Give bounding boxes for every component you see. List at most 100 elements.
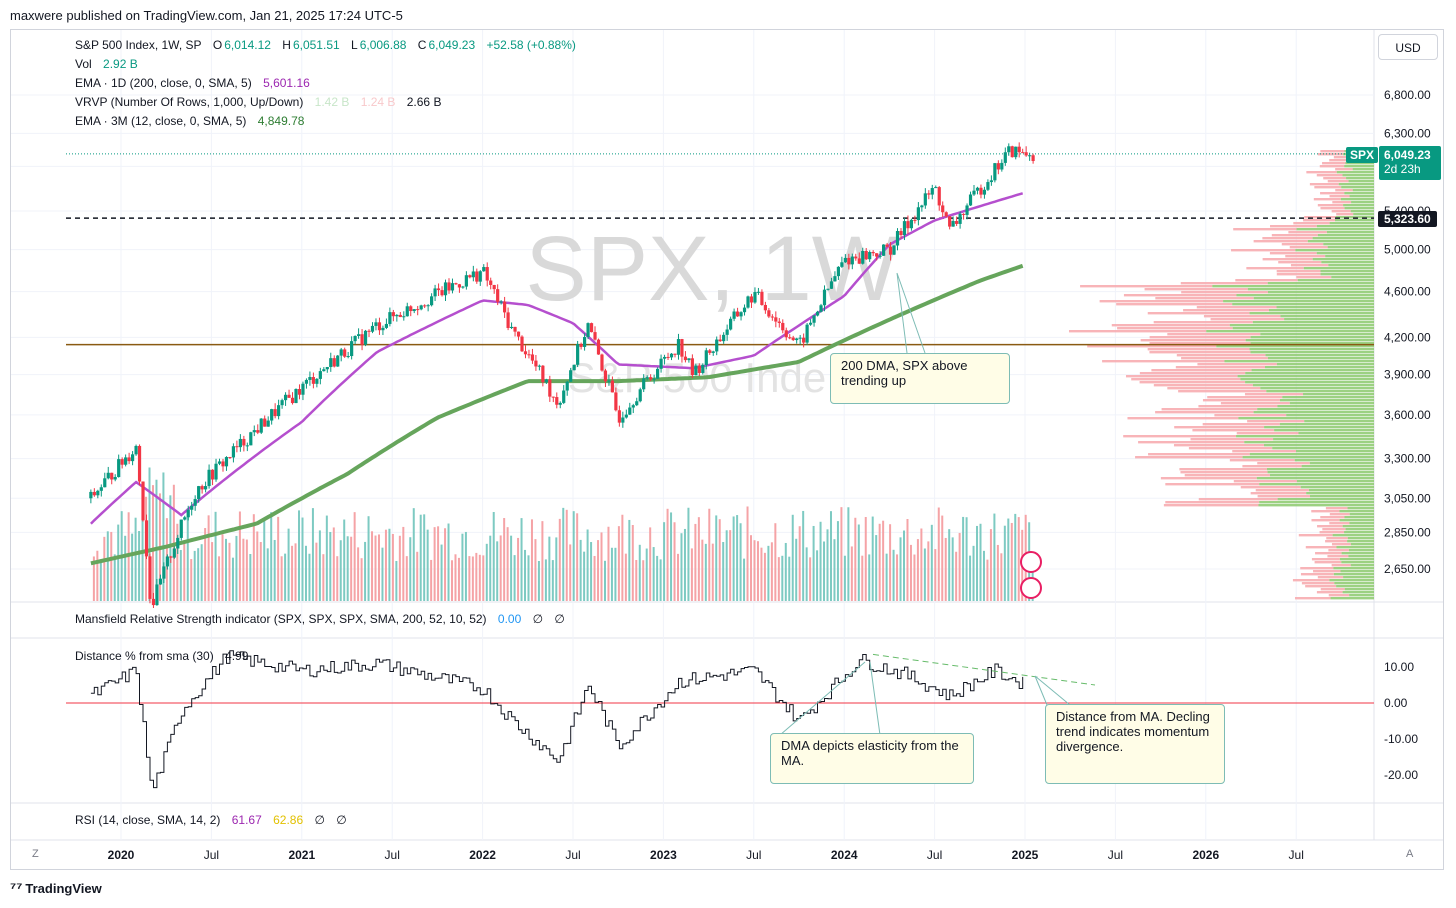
- candle-body: [283, 394, 288, 401]
- vp-bar-down: [1181, 357, 1268, 360]
- volume-bar: [169, 495, 172, 601]
- vp-bar-up: [1350, 564, 1374, 567]
- volume-bar: [635, 560, 638, 601]
- volume-bar: [937, 507, 940, 601]
- volume-bar: [235, 535, 238, 601]
- callout-200dma[interactable]: 200 DMA, SPX above trending up: [830, 353, 1010, 404]
- callout-elasticity[interactable]: DMA depicts elasticity from the MA.: [770, 733, 974, 784]
- candle-body: [482, 267, 486, 272]
- volume-bar: [343, 519, 346, 601]
- currency-button[interactable]: USD: [1378, 34, 1438, 60]
- vp-bar-up: [1347, 507, 1374, 510]
- candle-body: [412, 309, 416, 312]
- axes: 2020 Jul 2021 Jul 2022 Jul 2023 Jul 2024 Jul 2025 J…: [108, 88, 1431, 862]
- candle-body: [544, 379, 548, 383]
- vrvp-legend: VRVP (Number Of Rows, 1,000, Up/Down) 1.…: [75, 95, 442, 109]
- volume-bar: [530, 519, 533, 601]
- vp-bar-up: [1308, 489, 1374, 492]
- candle-body: [266, 420, 270, 427]
- candle-body: [297, 388, 302, 395]
- vp-bar-up: [1260, 387, 1374, 390]
- candle-body: [339, 349, 343, 356]
- vp-bar-down: [1257, 495, 1310, 498]
- candle-body: [106, 472, 110, 479]
- vp-bar-up: [1297, 279, 1374, 282]
- volume-bar: [579, 539, 582, 601]
- volume-bar: [610, 547, 613, 601]
- candle-body: [795, 338, 799, 341]
- x-tick-label: Jul: [1108, 848, 1123, 862]
- vp-bar-down: [1288, 231, 1327, 234]
- candle-body: [558, 402, 562, 405]
- vp-bar-up: [1260, 333, 1374, 336]
- candle-body: [871, 252, 875, 254]
- auto-scale-button[interactable]: A: [1406, 848, 1414, 860]
- volume-bar: [555, 537, 558, 601]
- volume-bar: [447, 523, 450, 601]
- candle-body: [551, 396, 555, 398]
- vp-bar-up: [1340, 570, 1374, 573]
- volume-bar: [833, 539, 836, 601]
- x-tick-label: 2025: [1012, 848, 1039, 862]
- x-tick-label: Jul: [746, 848, 761, 862]
- candle-body: [217, 461, 222, 464]
- legend-ema1: 5,601.16: [263, 76, 310, 90]
- volume-bar: [708, 508, 711, 601]
- candle-body: [523, 351, 528, 355]
- candle-body: [902, 221, 907, 235]
- vp-bar-down: [1278, 261, 1322, 264]
- vp-bar-down: [1311, 519, 1340, 522]
- vp-bar-up: [1345, 162, 1374, 165]
- candle-body: [245, 445, 249, 447]
- vp-bar-down: [1203, 315, 1281, 318]
- vp-bar-down: [1188, 447, 1273, 450]
- x-tick-label: Jul: [565, 848, 580, 862]
- ema-200-line: [90, 192, 1024, 525]
- volume-legend: Vol 2.92 B: [75, 57, 138, 71]
- vp-bar-down: [1229, 459, 1295, 462]
- candle-body: [749, 296, 754, 303]
- vp-bar-up: [1300, 486, 1374, 489]
- volume-bar: [197, 548, 200, 601]
- candle-body: [628, 407, 632, 415]
- vp-bar-down: [1155, 411, 1254, 414]
- vp-bar-down: [1167, 387, 1261, 390]
- volume-profile: [1068, 150, 1374, 600]
- candle-body: [475, 271, 479, 282]
- vp-bar-down: [1320, 150, 1345, 153]
- volume-bar: [451, 560, 454, 601]
- vp-bar-up: [1269, 474, 1374, 477]
- vp-bar-down: [1328, 549, 1349, 552]
- volume-bar: [377, 534, 380, 601]
- vp-bar-up: [1276, 306, 1374, 309]
- vp-bar-down: [1309, 183, 1339, 186]
- volume-bar: [141, 486, 144, 601]
- candle-body: [941, 205, 945, 213]
- candle-body: [363, 330, 368, 345]
- tradingview-logo[interactable]: ⁷⁷ TradingView: [10, 880, 102, 897]
- candle-body: [989, 180, 993, 183]
- volume-bar: [593, 555, 596, 601]
- vp-bar-up: [1352, 189, 1374, 192]
- main-legend: S&P 500 Index, 1W, SP O 6,014.12 H 6,051.5…: [75, 38, 576, 52]
- vp-bar-down: [1323, 177, 1347, 180]
- candle-body: [200, 486, 204, 490]
- vp-bar-up: [1320, 273, 1374, 276]
- vp-bar-up: [1341, 561, 1374, 564]
- candle-body: [649, 377, 653, 380]
- candle-body: [391, 312, 395, 317]
- callout-divergence[interactable]: Distance from MA. Decling trend indicate…: [1045, 704, 1225, 784]
- y-tick-label: 6,800.00: [1384, 88, 1431, 102]
- log-toggle-button[interactable]: Z: [32, 848, 39, 860]
- vp-bar-down: [1176, 354, 1266, 357]
- vp-bar-up: [1335, 216, 1374, 219]
- countdown: 2d 23h: [1384, 162, 1421, 176]
- flag-icon: [1020, 577, 1042, 599]
- legend-ema2: 4,849.78: [257, 114, 305, 128]
- volume-bar: [715, 515, 718, 601]
- vp-bar-down: [1127, 417, 1239, 420]
- candle-body: [148, 556, 152, 599]
- candle-body: [1003, 152, 1007, 163]
- volume-bar: [537, 560, 540, 601]
